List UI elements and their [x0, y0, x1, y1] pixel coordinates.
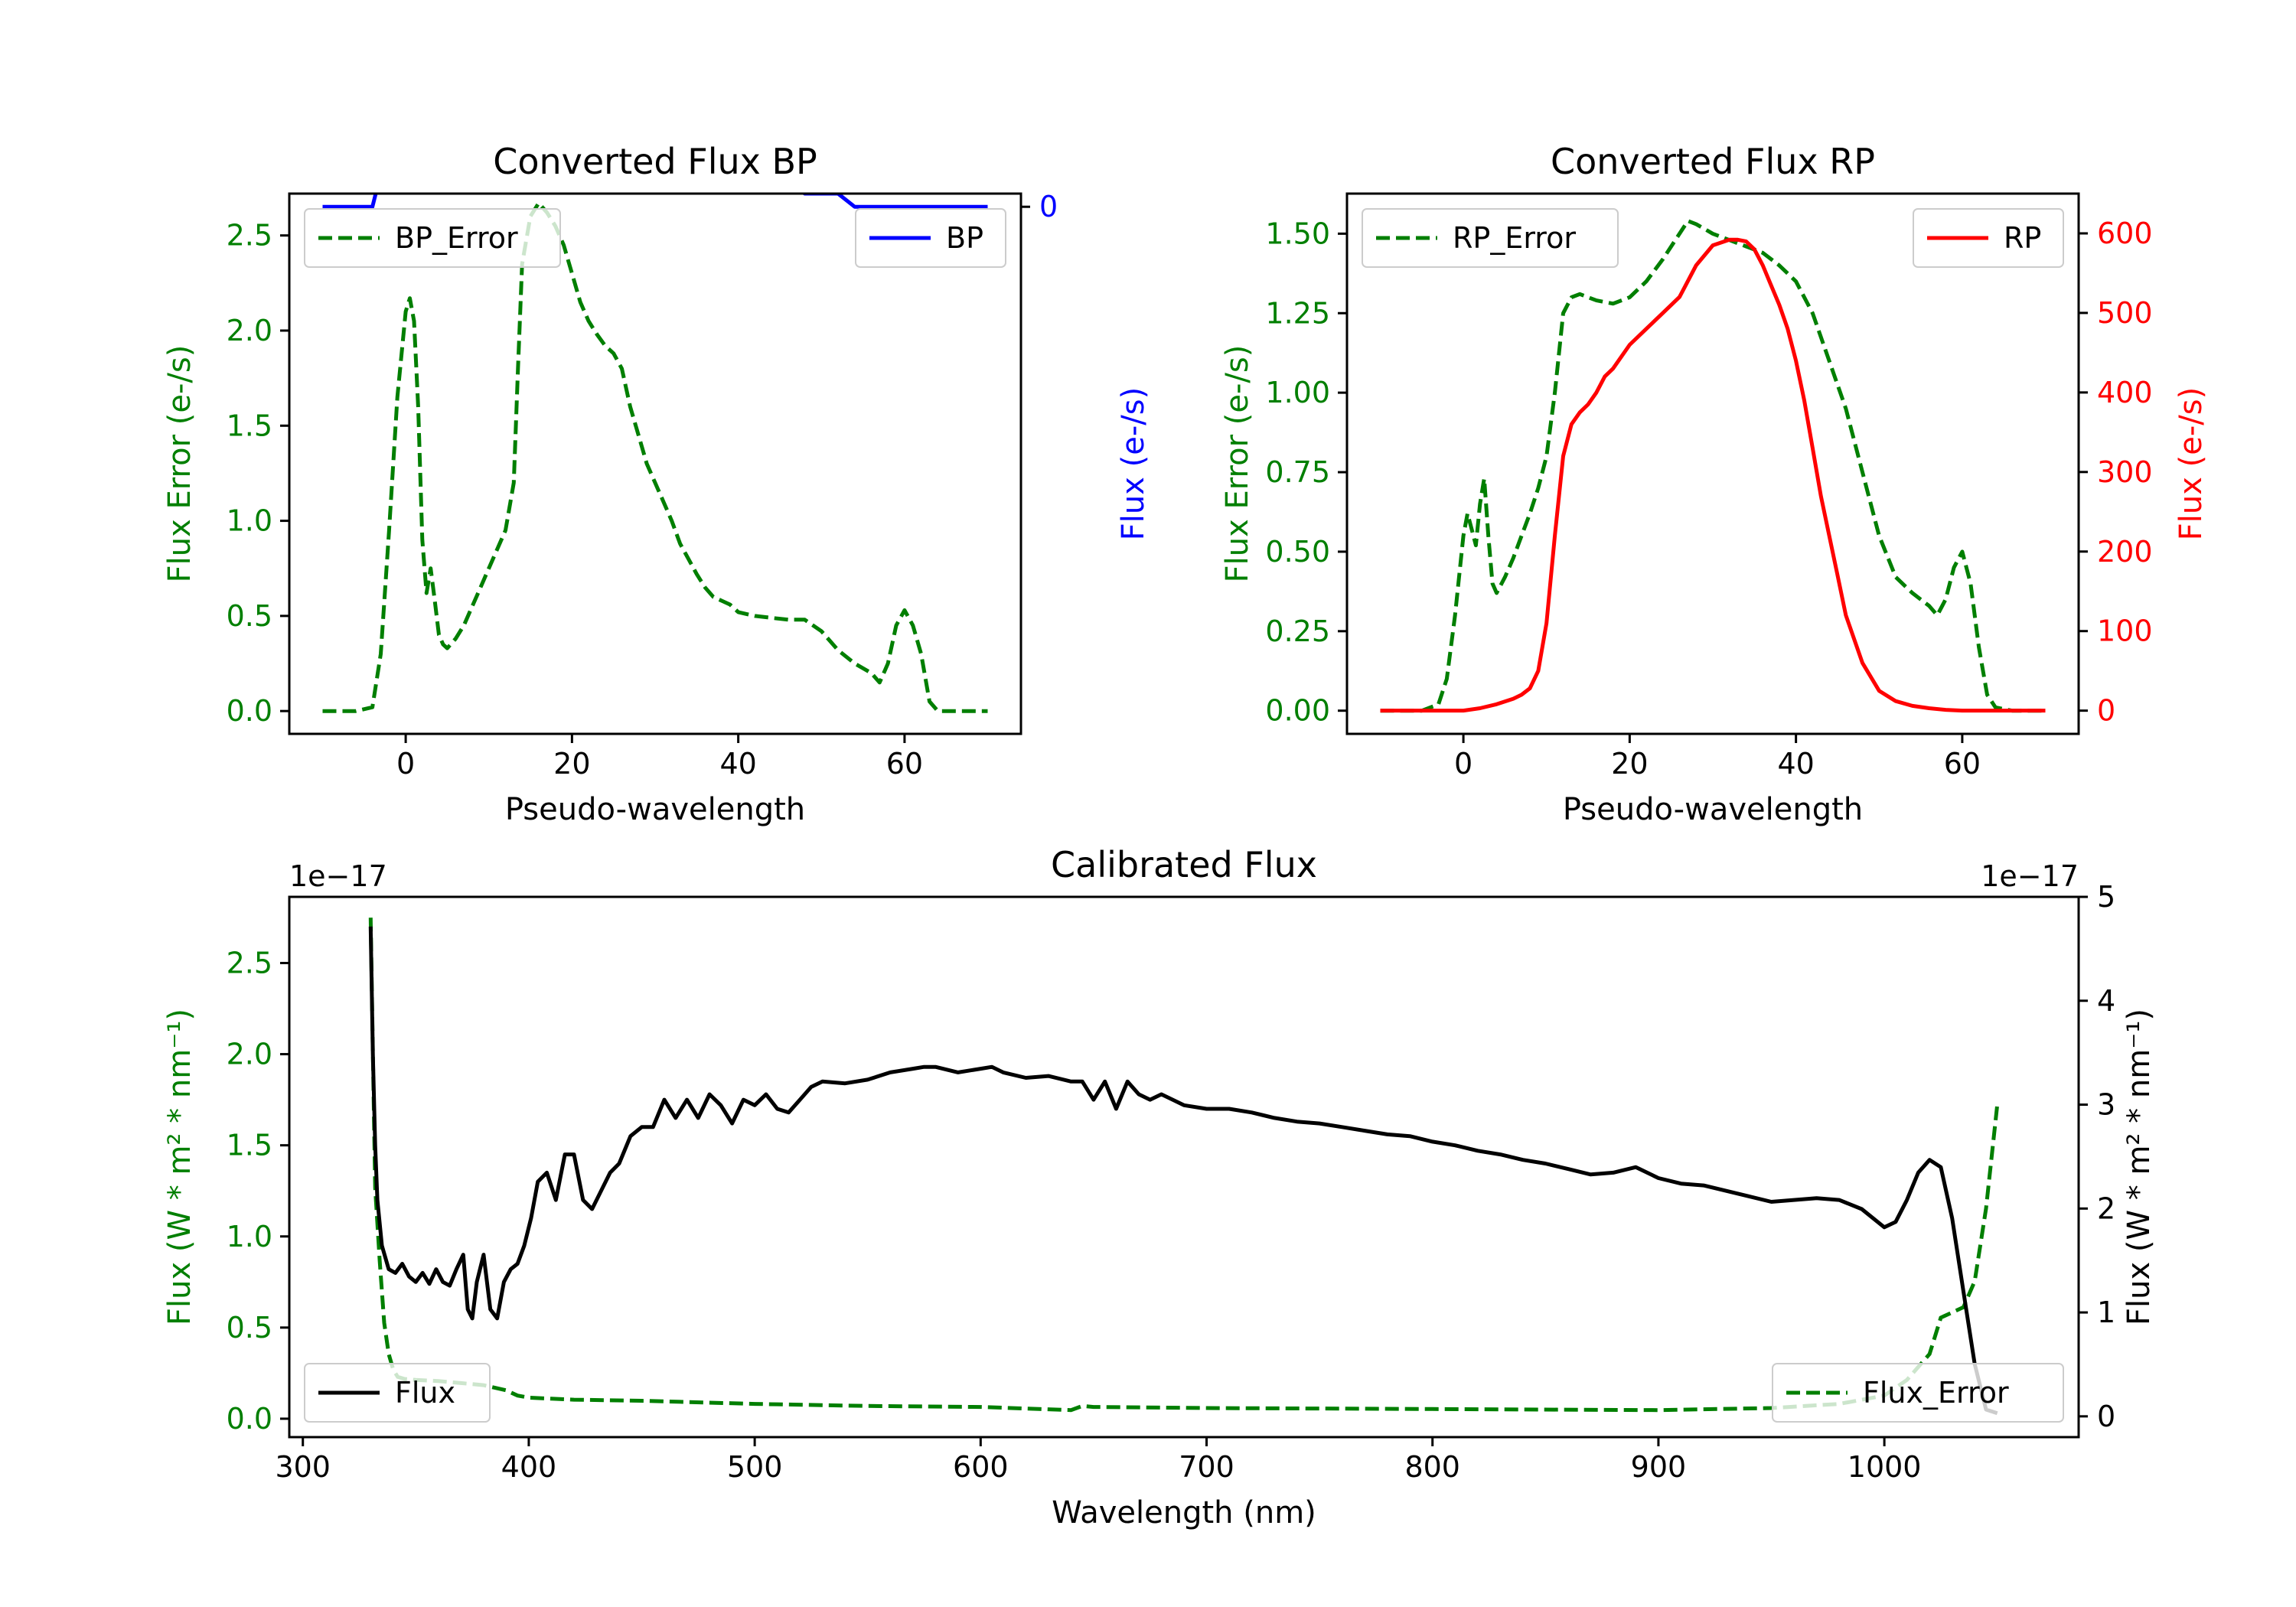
legend-bp: BP: [855, 208, 1006, 268]
x-tick-label: 20: [553, 747, 590, 781]
y-left-axis-label: Flux Error (e-/s): [1220, 345, 1255, 583]
y-right-axis-label: Flux (e-/s): [1116, 387, 1151, 540]
chart-title: Converted Flux BP: [493, 141, 817, 182]
y-right-tick-label: 0: [2097, 694, 2115, 728]
y-left-tick-label: 0.0: [227, 694, 272, 728]
y-left-tick-label: 0.5: [227, 599, 272, 633]
bp-subplot: 02040600.00.51.01.52.02.50200400600800Co…: [162, 141, 1151, 827]
y-right-axis-label: Flux (W * m² * nm⁻¹): [2122, 1009, 2157, 1325]
legend-flux-error: Flux_Error: [1772, 1363, 2064, 1423]
x-axis-label: Wavelength (nm): [1052, 1495, 1316, 1530]
legend-label: BP: [946, 221, 983, 255]
x-tick-label: 0: [1454, 747, 1473, 781]
x-axis-label: Pseudo-wavelength: [1563, 792, 1863, 827]
y-left-tick-label: 2.0: [227, 314, 272, 347]
axes-frame: [1345, 192, 2080, 735]
legend-box: [304, 1363, 491, 1423]
x-tick-label: 800: [1404, 1450, 1460, 1484]
x-tick-label: 60: [886, 747, 923, 781]
x-tick-label: 40: [719, 747, 756, 781]
y-right-tick-label: 1: [2097, 1296, 2115, 1329]
legend-label: RP: [2004, 221, 2041, 255]
legend-label: RP_Error: [1453, 221, 1576, 255]
legend-box: [1362, 208, 1619, 268]
y-right-tick-label: 3: [2097, 1088, 2115, 1122]
y-right-tick-label: 400: [2097, 376, 2153, 409]
x-tick-label: 600: [953, 1450, 1009, 1484]
y-left-tick-label: 1.0: [227, 1220, 272, 1253]
y-right-tick-label: 200: [2097, 535, 2153, 569]
legend-box: [304, 208, 561, 268]
y-left-tick-label: 1.5: [227, 409, 272, 442]
y-right-tick-label: 600: [2097, 217, 2153, 250]
y-left-tick-label: 0.00: [1265, 694, 1330, 728]
calibrated-flux-subplot: 300 400 500 600 700 800 900 1000 0.0 0.5 1.0 1.5 2.0…: [162, 844, 2157, 1530]
y-left-axis-label: Flux (W * m² * nm⁻¹): [162, 1009, 197, 1325]
series-line-rp: [1380, 237, 2046, 713]
y-right-tick-label: 4: [2097, 984, 2115, 1018]
y-left-offset-label: 1e−17: [289, 859, 387, 893]
y-left-tick-label: 2.0: [227, 1038, 272, 1071]
legend-label: Flux_Error: [1863, 1376, 2009, 1410]
legend-flux: Flux: [304, 1363, 491, 1423]
y-right-tick-label: 0: [2097, 1400, 2115, 1433]
series-line-rp-error: [1380, 219, 2046, 713]
axes-frame: [288, 895, 2080, 1439]
legend-rp-error: RP_Error: [1362, 208, 1619, 268]
x-tick-label: 300: [275, 1450, 331, 1484]
y-left-axis-label: Flux Error (e-/s): [162, 345, 197, 583]
x-tick-label: 60: [1944, 747, 1981, 781]
x-tick-label: 700: [1179, 1450, 1234, 1484]
x-tick-label: 0: [396, 747, 415, 781]
y-left-tick-label: 2.5: [227, 946, 272, 980]
rp-subplot: 0 20 40 60 0.00 0.25 0.50 0.75 1.00 1.25 1.50 0 100 2…: [1220, 141, 2209, 827]
y-right-tick-label: 300: [2097, 455, 2153, 489]
y-left-tick-label: 1.0: [227, 504, 272, 538]
axes-frame: [288, 192, 1022, 735]
x-tick-label: 500: [727, 1450, 783, 1484]
y-left-tick-label: 0.25: [1265, 614, 1330, 648]
x-tick-label: 40: [1777, 747, 1814, 781]
x-axis-label: Pseudo-wavelength: [505, 792, 805, 827]
y-right-tick-label: 500: [2097, 296, 2153, 330]
y-right-offset-label: 1e−17: [1981, 859, 2079, 893]
y-right-axis-label: Flux (e-/s): [2174, 387, 2209, 540]
y-left-tick-label: 1.50: [1265, 217, 1330, 250]
y-left-tick-label: 0.75: [1265, 455, 1330, 489]
y-right-tick-label: 100: [2097, 614, 2153, 648]
legend-rp: RP: [1913, 208, 2064, 268]
series-line-bp-error: [322, 200, 988, 713]
x-tick-label: 20: [1611, 747, 1648, 781]
chart-title: Calibrated Flux: [1051, 844, 1317, 885]
series-line-flux: [368, 926, 1998, 1416]
x-tick-label: 1000: [1848, 1450, 1922, 1484]
legend-label: Flux: [395, 1376, 455, 1410]
y-right-tick-label: 5: [2097, 880, 2115, 914]
chart-title: Converted Flux RP: [1551, 141, 1875, 182]
y-right-tick-label: 2: [2097, 1191, 2115, 1225]
legend-label: BP_Error: [395, 221, 518, 255]
y-left-tick-label: 0.0: [227, 1402, 272, 1436]
y-left-tick-label: 0.5: [227, 1311, 272, 1345]
y-left-tick-label: 0.50: [1265, 535, 1330, 569]
series-line-flux-error: [368, 918, 2000, 1413]
x-tick-label: 900: [1631, 1450, 1687, 1484]
y-left-tick-label: 1.5: [227, 1129, 272, 1162]
y-left-tick-label: 1.00: [1265, 376, 1330, 409]
y-right-tick-label: 0: [1039, 190, 1058, 223]
legend-bp-error: BP_Error: [304, 208, 561, 268]
x-tick-label: 400: [501, 1450, 557, 1484]
legend-box: [1772, 1363, 2064, 1423]
y-left-tick-label: 1.25: [1265, 296, 1330, 330]
y-left-tick-label: 2.5: [227, 219, 272, 253]
